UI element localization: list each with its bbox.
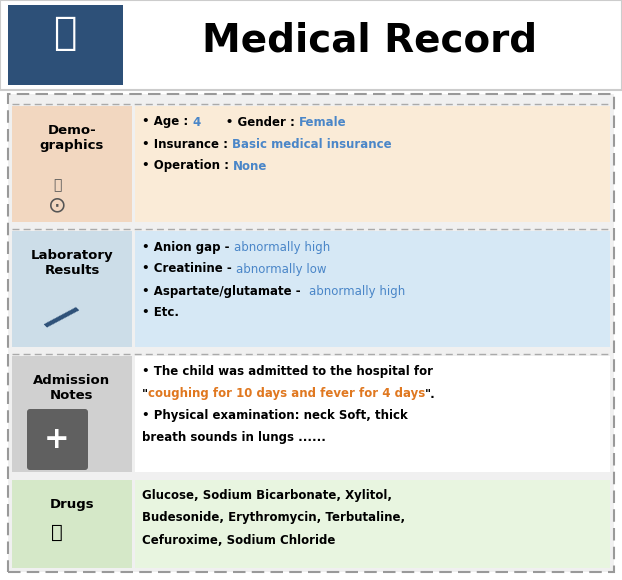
FancyBboxPatch shape — [135, 480, 610, 568]
FancyBboxPatch shape — [135, 356, 610, 472]
Text: ".: ". — [425, 387, 436, 401]
Text: • Age :: • Age : — [142, 115, 192, 129]
FancyBboxPatch shape — [12, 106, 132, 222]
Text: +: + — [44, 425, 70, 454]
Text: None: None — [233, 160, 267, 172]
Text: ": " — [142, 387, 148, 401]
Text: breath sounds in lungs ......: breath sounds in lungs ...... — [142, 432, 326, 444]
Text: 📋: 📋 — [53, 14, 77, 52]
Text: Glucose, Sodium Bicarbonate, Xylitol,: Glucose, Sodium Bicarbonate, Xylitol, — [142, 490, 392, 502]
Text: Basic medical insurance: Basic medical insurance — [232, 137, 392, 150]
Text: ⊙: ⊙ — [48, 195, 67, 215]
Text: 4: 4 — [192, 115, 201, 129]
FancyBboxPatch shape — [8, 5, 123, 85]
Text: • Operation :: • Operation : — [142, 160, 233, 172]
Text: • Gender :: • Gender : — [201, 115, 299, 129]
Text: Female: Female — [299, 115, 346, 129]
Text: ⬭: ⬭ — [51, 523, 63, 542]
Text: • Etc.: • Etc. — [142, 306, 179, 320]
Text: /: / — [40, 298, 80, 338]
FancyBboxPatch shape — [12, 231, 132, 347]
Text: abnormally high: abnormally high — [309, 285, 405, 298]
FancyBboxPatch shape — [135, 231, 610, 347]
Text: Laboratory
Results: Laboratory Results — [30, 249, 113, 277]
Text: Drugs: Drugs — [50, 498, 95, 511]
Text: • Insurance :: • Insurance : — [142, 137, 232, 150]
FancyBboxPatch shape — [12, 480, 132, 568]
Text: Budesonide, Erythromycin, Terbutaline,: Budesonide, Erythromycin, Terbutaline, — [142, 512, 405, 524]
Text: Medical Record: Medical Record — [202, 21, 537, 59]
Text: abnormally low: abnormally low — [236, 263, 327, 276]
FancyBboxPatch shape — [0, 0, 622, 90]
Text: abnormally high: abnormally high — [234, 241, 330, 253]
Text: • Physical examination: neck Soft, thick: • Physical examination: neck Soft, thick — [142, 409, 408, 422]
FancyBboxPatch shape — [8, 94, 614, 572]
Text: Cefuroxime, Sodium Chloride: Cefuroxime, Sodium Chloride — [142, 534, 335, 546]
Text: ⌣: ⌣ — [53, 178, 61, 192]
Text: Demo-
graphics: Demo- graphics — [40, 125, 104, 153]
Text: • Creatinine -: • Creatinine - — [142, 263, 236, 276]
FancyBboxPatch shape — [135, 106, 610, 222]
Text: Admission
Notes: Admission Notes — [34, 375, 111, 403]
FancyBboxPatch shape — [27, 409, 88, 470]
Text: coughing for 10 days and fever for 4 days: coughing for 10 days and fever for 4 day… — [148, 387, 425, 401]
Text: • The child was admitted to the hospital for: • The child was admitted to the hospital… — [142, 365, 433, 379]
FancyBboxPatch shape — [12, 356, 132, 472]
Text: • Aspartate/glutamate -: • Aspartate/glutamate - — [142, 285, 309, 298]
Text: • Anion gap -: • Anion gap - — [142, 241, 234, 253]
